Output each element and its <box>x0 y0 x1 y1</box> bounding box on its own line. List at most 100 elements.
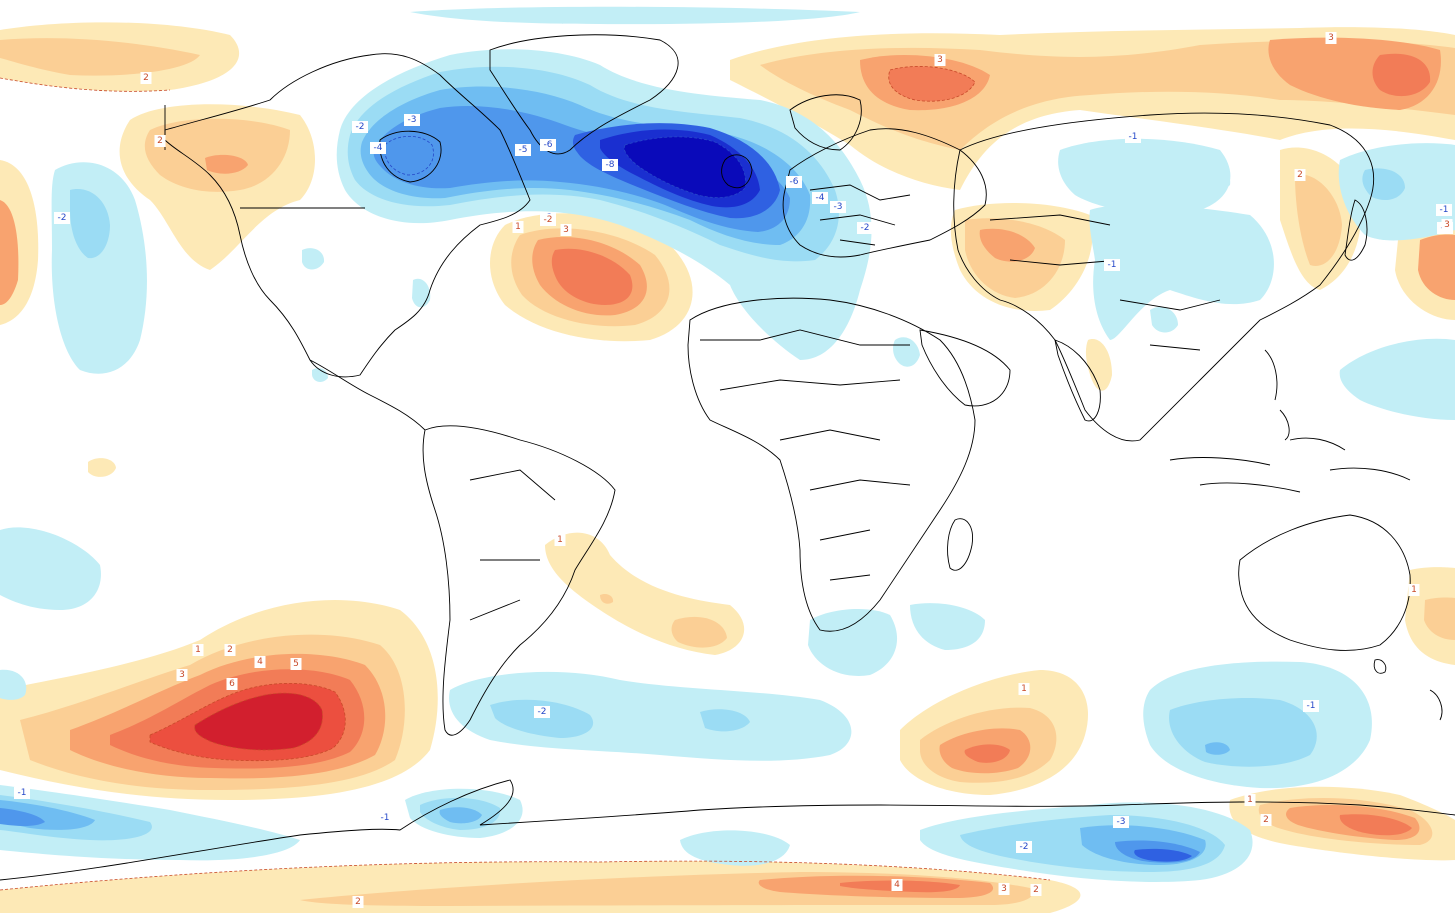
contour-label-text: -4 <box>816 193 825 203</box>
contour-label: 2 <box>1260 814 1272 826</box>
anomaly-region-neg-pacific-small <box>1208 168 1231 190</box>
contour-label-text: 2 <box>227 645 233 655</box>
anomaly-region-neg-drake <box>449 671 852 761</box>
contour-label-background <box>1325 32 1337 44</box>
contour-label-background <box>1113 816 1129 828</box>
contour-label-text: -2 <box>1020 842 1029 852</box>
contour-line-pos-south-pacific-6 <box>194 692 323 751</box>
contour-line-pos-south-pacific-5 <box>149 682 346 762</box>
anomaly-region-neg-west-us-dot <box>302 248 325 270</box>
contour-label-background <box>14 787 30 799</box>
contour-line-neg-atlantic-8 <box>623 136 746 199</box>
contour-label-background <box>154 135 166 147</box>
anomaly-region-neg-drake-3 <box>700 709 750 732</box>
contour-label-background <box>602 159 618 171</box>
coastline-greenland <box>489 34 679 155</box>
contour-label-text: 3 <box>937 55 943 65</box>
anomaly-region-pos-east-siberia-4 <box>1372 53 1431 97</box>
anomaly-region-pos-atlantic-4 <box>551 248 633 305</box>
anomaly-region-neg-hudson <box>384 136 434 175</box>
contour-label-background <box>1294 169 1306 181</box>
contour-label-background <box>998 883 1010 895</box>
contour-label-text: -2 <box>861 223 870 233</box>
anomaly-region-pos-south-pacific-6 <box>194 693 323 750</box>
contour-label: 4 <box>891 879 903 891</box>
contour-label-text: -3 <box>834 202 843 212</box>
contour-label-text: -2 <box>544 215 553 225</box>
coastline-philippines <box>1264 349 1290 441</box>
contour-label-background <box>1016 841 1032 853</box>
coastline-australia <box>1238 514 1411 651</box>
anomaly-region-pos-india <box>1085 339 1112 391</box>
contour-label-background <box>812 192 828 204</box>
contour-label-text: 1 <box>557 535 563 545</box>
contour-label-text: 3 <box>563 225 569 235</box>
coastline-madagascar <box>947 518 973 571</box>
coastline-asia <box>953 112 1374 442</box>
contour-label-text: 3 <box>1444 220 1450 230</box>
contour-label-background <box>554 534 566 546</box>
anomaly-region-neg-siberia-east-2 <box>1362 168 1405 200</box>
contour-label-text: 1 <box>195 645 201 655</box>
contour-label-text: -6 <box>790 177 799 187</box>
anomaly-region-pos-southeast-4 <box>1339 814 1412 836</box>
contour-label-text: 2 <box>1263 815 1269 825</box>
contour-label: 2 <box>1294 169 1306 181</box>
contour-label-background <box>891 879 903 891</box>
contour-label-background <box>176 669 188 681</box>
contour-label-background <box>1303 700 1319 712</box>
anomaly-region-neg-south-africa <box>808 608 898 676</box>
contour-line-pos-siberia-4 <box>888 66 976 102</box>
contour-label: 4 <box>254 656 266 668</box>
contour-label-text: -8 <box>606 160 615 170</box>
contour-label-background <box>1104 259 1120 271</box>
contour-label: -4 <box>812 192 828 204</box>
anomaly-region-neg-caribbean-dot <box>312 367 328 382</box>
contour-label-background <box>830 201 846 213</box>
anomaly-region-pos-top-left-inner <box>0 38 200 76</box>
contour-label-text: -5 <box>519 145 528 155</box>
coastline-japan <box>1344 199 1368 261</box>
contour-label-background <box>254 656 266 668</box>
contour-label-text: -1 <box>1108 260 1117 270</box>
contour-label-background <box>352 896 364 908</box>
anomaly-region-neg-madagascar-south <box>910 603 985 650</box>
contour-label-background <box>370 142 386 154</box>
contour-label-text: 1 <box>1247 795 1253 805</box>
anomaly-region-pos-south-atlantic-dot <box>600 593 614 604</box>
coastline-europe <box>782 128 987 258</box>
contour-label: -2 <box>534 706 550 718</box>
contour-label-background <box>290 658 302 670</box>
contour-line-pos-top <box>0 77 171 92</box>
contour-label: -3 <box>830 201 846 213</box>
contour-label: 3 <box>560 224 572 236</box>
coastline-new-zealand <box>1429 689 1443 721</box>
anomaly-region-neg-south-australia-3 <box>1205 742 1230 755</box>
contour-label-text: 6 <box>229 679 235 689</box>
contour-label: 1 <box>554 534 566 546</box>
contour-label-text: 2 <box>157 136 163 146</box>
contour-label-text: 2 <box>1033 885 1039 895</box>
contour-label-background <box>1408 584 1420 596</box>
contour-label: -1 <box>1436 204 1452 216</box>
contour-label: 3 <box>1441 219 1453 231</box>
contour-label-background <box>934 54 946 66</box>
contour-label: 2 <box>1030 884 1042 896</box>
coastline-south-america <box>422 425 616 736</box>
anomaly-region-pos-south-indian-4 <box>964 744 1010 763</box>
contour-label: -1 <box>1303 700 1319 712</box>
contour-label-background <box>534 706 550 718</box>
contour-label-background <box>1125 131 1141 143</box>
contour-label: -2 <box>54 212 70 224</box>
contour-label-text: -3 <box>408 115 417 125</box>
contour-label-background <box>540 214 556 226</box>
contour-label-text: 3 <box>1001 884 1007 894</box>
contour-label-text: -6 <box>544 140 553 150</box>
contour-label-text: -2 <box>356 122 365 132</box>
contour-label-background <box>226 678 238 690</box>
anomaly-region-neg-drake-2 <box>490 699 594 738</box>
anomaly-region-neg-atlantic-8 <box>624 136 746 198</box>
contour-label-background <box>352 121 368 133</box>
contour-label: 3 <box>998 883 1010 895</box>
